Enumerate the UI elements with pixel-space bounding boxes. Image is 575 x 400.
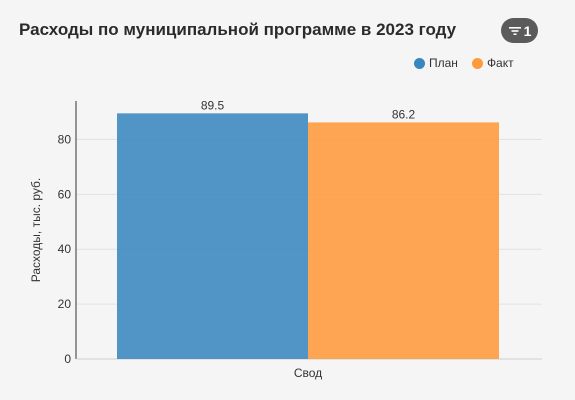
legend-item-plan[interactable]: План bbox=[414, 56, 458, 70]
legend-label-plan: План bbox=[429, 56, 458, 70]
legend-item-fact[interactable]: Факт bbox=[471, 56, 514, 70]
x-tick-label: Свод bbox=[294, 366, 322, 380]
legend-swatch-plan bbox=[414, 57, 425, 69]
y-tick-label: 80 bbox=[58, 132, 72, 146]
y-tick-label: 20 bbox=[58, 297, 72, 311]
filter-icon bbox=[508, 26, 521, 35]
legend: План Факт bbox=[414, 56, 514, 70]
bar-fact bbox=[308, 122, 499, 359]
data-label: 86.2 bbox=[392, 107, 416, 121]
y-tick-label: 0 bbox=[64, 352, 71, 366]
filter-count: 1 bbox=[523, 22, 532, 39]
legend-swatch-fact bbox=[471, 57, 483, 69]
legend-label-fact: Факт bbox=[486, 56, 514, 70]
y-tick-label: 60 bbox=[58, 187, 72, 201]
chart-title: Расходы по муниципальной программе в 202… bbox=[19, 20, 457, 39]
y-axis-title: Расходы, тыс. руб. bbox=[29, 178, 43, 283]
bar-plan bbox=[117, 113, 308, 359]
y-tick-label: 40 bbox=[58, 242, 72, 256]
filter-button[interactable]: 1 bbox=[501, 18, 538, 43]
data-label: 89.5 bbox=[201, 98, 225, 112]
